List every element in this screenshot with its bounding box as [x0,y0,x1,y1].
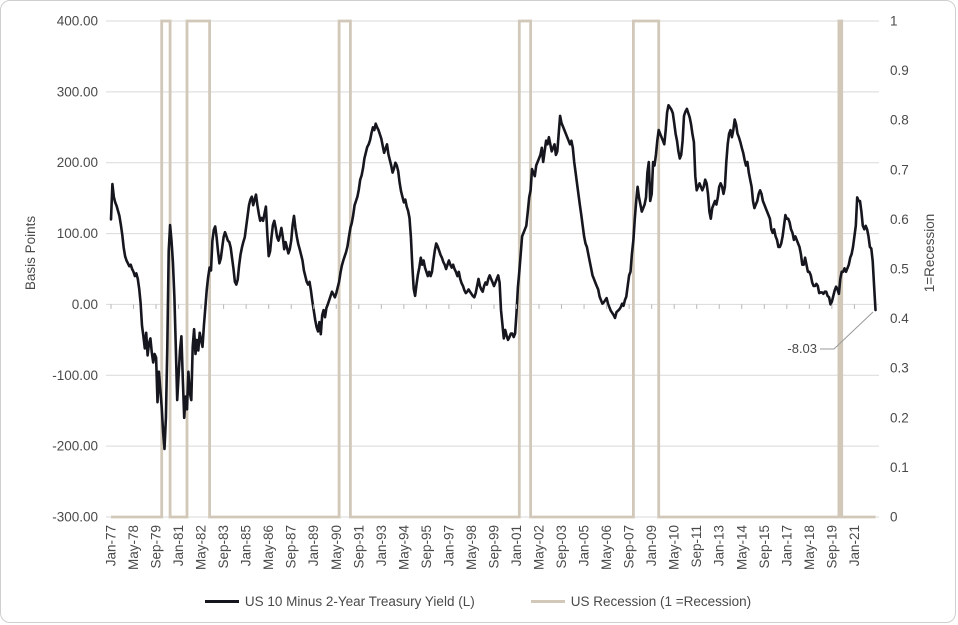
x-axis-tick-label: May-06 [599,525,614,570]
x-axis-tick-label: Jan-97 [441,525,456,566]
right-axis-tick-label: 0.6 [890,212,909,227]
right-axis-tick-label: 1 [890,14,898,29]
left-axis-tick-label: -100.00 [52,368,98,383]
annotation-leader-line [820,311,874,350]
x-axis-tick-label: Sep-03 [554,525,569,569]
left-axis-tick-label: 100.00 [57,226,98,241]
x-axis-tick-label: Jan-09 [644,525,659,566]
x-axis-tick-label: May-86 [261,525,276,570]
recession-line-swatch [530,600,565,603]
x-axis-tick-label: Jan-93 [374,525,389,566]
legend-label-yield: US 10 Minus 2-Year Treasury Yield (L) [244,594,475,609]
x-axis-tick-label: May-14 [734,525,749,571]
x-axis-tick-label: Sep-87 [284,525,299,569]
yield-line-series [109,104,877,451]
x-axis-tick-label: Jan-81 [171,525,186,566]
x-axis-tick-label: Jan-01 [509,525,524,566]
x-axis-tick-label: May-98 [464,525,479,570]
legend-item-recession: US Recession (1 =Recession) [530,594,752,609]
right-axis-tick-label: 0.3 [890,361,909,376]
x-axis-tick-label: Sep-11 [689,525,704,568]
x-axis-tick-label: Sep-83 [216,525,231,569]
left-axis-tick-label: -200.00 [52,439,98,454]
right-axis-tick-label: 0.7 [890,162,909,177]
annotation-value: -8.03 [787,341,817,356]
left-axis-tick-label: 200.00 [57,155,98,170]
x-axis-tick-label: May-90 [329,525,344,570]
left-axis-tick-label: 300.00 [57,84,98,99]
x-axis-tick-label: Jan-13 [712,525,727,566]
left-axis-tick-label: 400.00 [57,14,98,29]
x-axis-tick-label: Sep-95 [419,525,434,569]
right-axis-tick-label: 0.8 [890,113,909,128]
right-axis-title: 1=Recession [922,214,937,292]
recession-series [111,19,876,519]
right-axis-tick-label: 0.2 [890,410,909,425]
x-axis-tick-label: May-02 [532,525,547,570]
x-axis-tick-label: Sep-15 [757,525,772,569]
left-axis-tick-label: 0.00 [72,297,98,312]
x-axis-tick-label: Sep-91 [351,525,366,569]
yield-line [109,104,877,451]
legend-item-yield: US 10 Minus 2-Year Treasury Yield (L) [204,594,475,609]
x-axis-tick-label: May-82 [194,525,209,570]
right-axis-tick-label: 0.9 [890,63,909,78]
legend-label-recession: US Recession (1 =Recession) [570,594,752,609]
right-axis-tick-label: 0.1 [890,460,909,475]
x-axis-tick-label: May-78 [126,525,141,570]
left-axis-tick-label: -300.00 [52,510,98,525]
x-axis-tick-label: Jan-21 [847,525,862,566]
recession-line [111,19,876,519]
x-axis-tick-label: Sep-19 [824,525,839,569]
x-axis-tick-label: Jan-85 [239,525,254,566]
x-axis-tick-label: Jan-17 [779,525,794,566]
x-axis-tick-label: Sep-79 [149,525,164,569]
x-axis-tick-label: May-10 [667,525,682,570]
legend: US 10 Minus 2-Year Treasury Yield (L) US… [1,594,955,609]
x-axis-tick-label: Sep-99 [486,525,501,569]
x-axis-tick-label: Jan-05 [577,525,592,566]
yield-line-swatch [204,600,239,603]
right-axis-tick-label: 0.4 [890,311,909,326]
axis-tick-marks [110,304,855,309]
x-axis-tick-label: Jan-77 [104,525,119,566]
gridlines [106,20,879,518]
axis-tick-labels: 400.00 300.00 200.00 100.00 0.00 -100.00 -200.… [52,14,909,571]
right-axis-tick-label: 0.5 [890,262,909,277]
x-axis-tick-label: Jan-89 [306,525,321,566]
left-axis-title: Basis Points [23,216,38,291]
x-axis-tick-label: Sep-07 [622,525,637,569]
x-axis-tick-label: May-18 [802,525,817,570]
right-axis-tick-label: 0 [890,510,898,525]
x-axis-tick-label: May-94 [396,525,411,571]
